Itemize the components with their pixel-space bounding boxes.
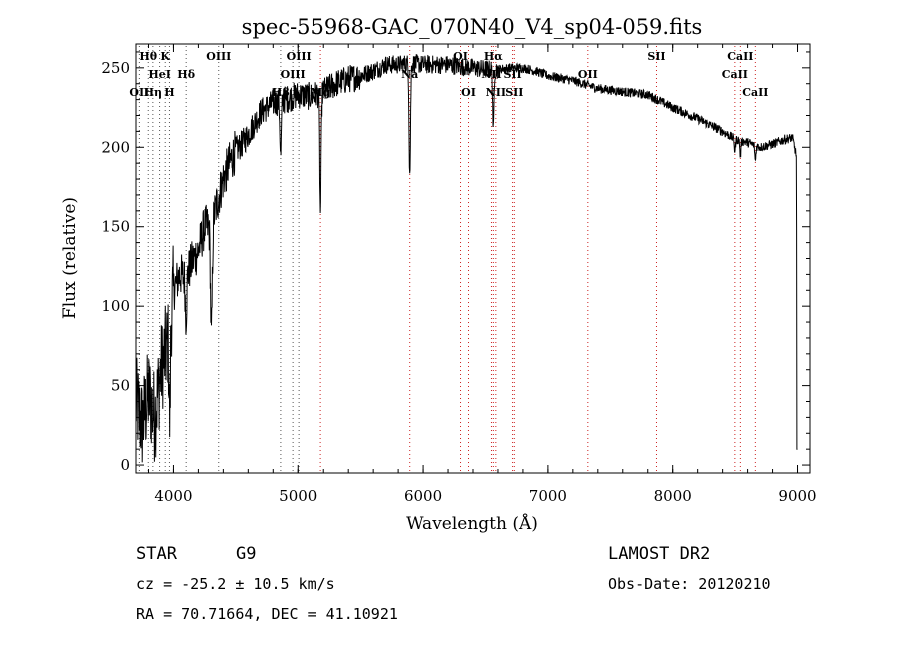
x-axis-label: Wavelength (Å): [406, 513, 538, 534]
line-marker-label: HeI: [148, 68, 171, 81]
x-tick-label: 5000: [279, 487, 317, 505]
line-marker-label: CaII: [742, 86, 768, 99]
redshift-readout: cz = -25.2 ± 10.5 km/s: [136, 575, 335, 593]
object-subclass: G9: [236, 544, 256, 564]
line-marker-label: K: [160, 50, 170, 63]
observation-date: Obs-Date: 20120210: [608, 575, 771, 593]
line-marker-label: NII: [486, 86, 506, 99]
x-tick-label: 6000: [404, 487, 442, 505]
x-tick-label: 4000: [154, 487, 192, 505]
y-tick-label: 200: [101, 138, 130, 156]
line-marker-label: OII: [129, 86, 149, 99]
y-tick-label: 0: [120, 456, 130, 474]
line-marker-label: OII: [578, 68, 598, 81]
line-marker-label: SII: [505, 86, 523, 99]
line-markers: [138, 46, 756, 473]
line-marker-label: Hη: [144, 86, 162, 99]
x-tick-label: 9000: [778, 487, 816, 505]
line-marker-label: Hθ: [139, 50, 157, 63]
line-marker-label: OI: [461, 86, 476, 99]
y-tick-label: 250: [101, 59, 130, 77]
line-marker-label: Hα: [484, 50, 503, 63]
x-tick-label: 8000: [654, 487, 692, 505]
line-marker-label: Na: [401, 68, 418, 81]
plot-frame: [135, 43, 811, 474]
survey-name: LAMOST DR2: [608, 544, 710, 564]
line-marker-label: CaII: [722, 68, 748, 81]
y-tick-label: 100: [101, 297, 130, 315]
line-marker-label: SII: [647, 50, 665, 63]
x-tick-label: 7000: [529, 487, 567, 505]
line-marker-labels: OIIHθHηKHeIHHδOIIIHβOIIIOIIIMgNaOIOIHαNI…: [129, 50, 768, 99]
line-marker-label: H: [164, 86, 174, 99]
line-marker-label: OIII: [281, 68, 306, 81]
line-marker-label: CaII: [727, 50, 753, 63]
y-axis-label: Flux (relative): [60, 197, 80, 319]
coordinates-readout: RA = 70.71664, DEC = 41.10921: [136, 605, 398, 623]
chart-title: spec-55968-GAC_070N40_V4_sp04-059.fits: [242, 15, 703, 39]
y-axis-ticks: 0 50 100 150 200 250: [101, 51, 810, 474]
y-tick-label: 150: [101, 218, 130, 236]
x-axis-ticks: 4000 5000 6000 7000 8000 9000: [147, 44, 817, 505]
object-class: STAR: [136, 544, 178, 564]
line-marker-label: OIII: [206, 50, 231, 63]
line-marker-label: Hδ: [177, 68, 195, 81]
line-marker-label: OIII: [287, 50, 312, 63]
y-tick-label: 50: [111, 377, 130, 395]
flux-series-line: [135, 54, 798, 463]
